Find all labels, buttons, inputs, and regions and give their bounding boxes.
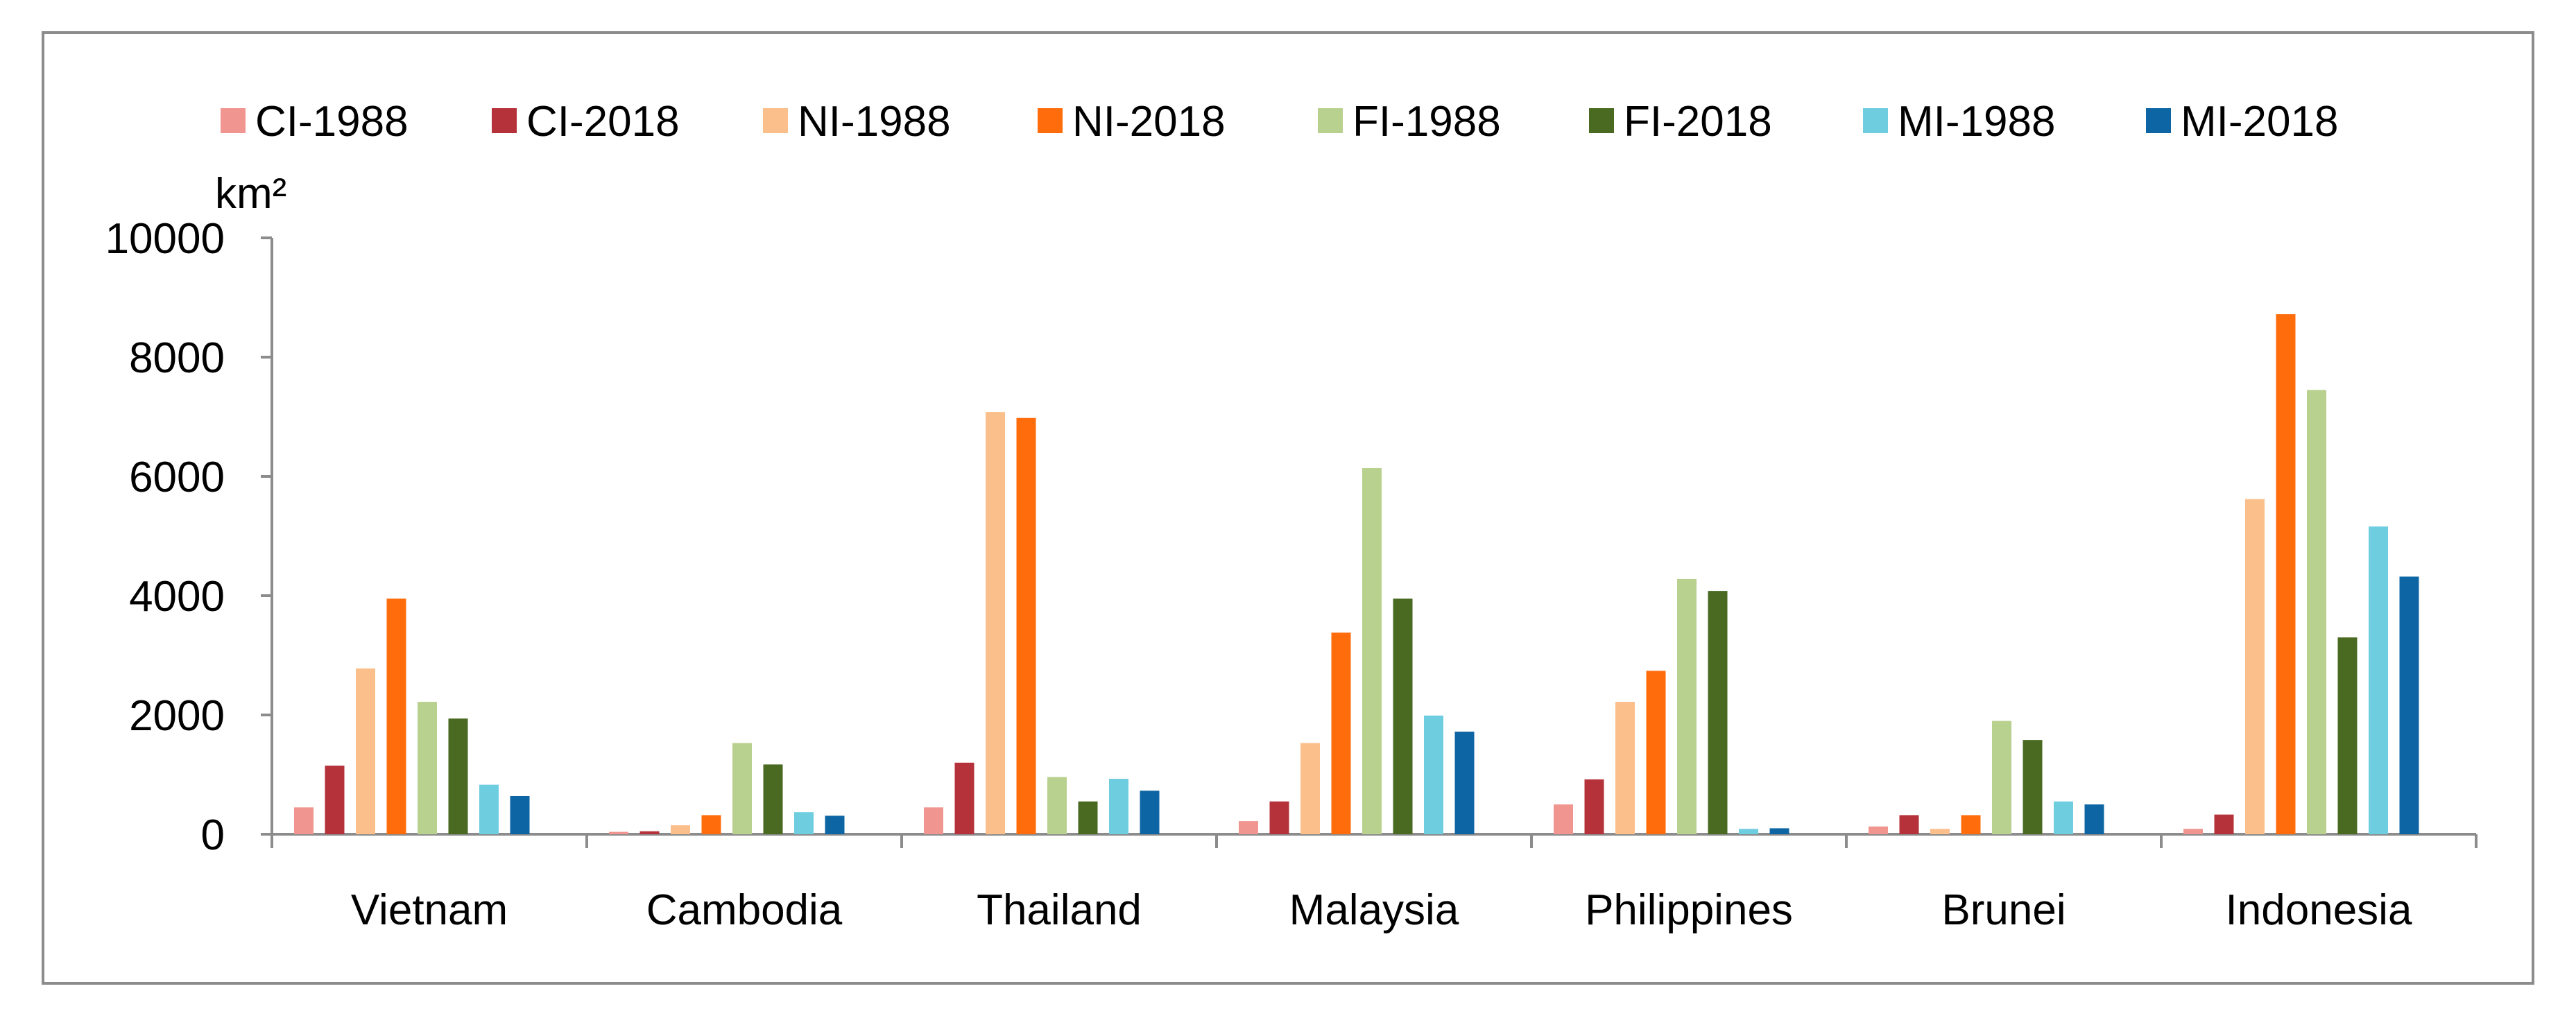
bar xyxy=(1424,715,1443,834)
bar xyxy=(418,702,437,834)
y-tick-label: 2000 xyxy=(129,692,225,740)
y-tick-label: 10000 xyxy=(105,215,225,263)
bar xyxy=(1930,829,1950,834)
bar xyxy=(1769,828,1789,834)
bar xyxy=(2023,740,2043,834)
bar xyxy=(1584,779,1604,834)
bar xyxy=(1554,804,1573,834)
legend-label: NI-1988 xyxy=(798,98,951,146)
bar xyxy=(1677,578,1697,834)
legend-label: MI-1988 xyxy=(1898,98,2055,146)
bar xyxy=(1646,671,1666,834)
legend: CI-1988 CI-2018 NI-1988 NI-2018 FI-1988 FI-20… xyxy=(221,98,2338,146)
bar xyxy=(1109,779,1128,834)
category-label: Brunei xyxy=(1941,886,2066,934)
bars xyxy=(294,314,2419,835)
legend-swatch xyxy=(2146,108,2171,133)
bar xyxy=(1362,467,1382,834)
bar xyxy=(2084,804,2104,834)
bar xyxy=(2183,829,2203,834)
bar xyxy=(386,598,406,834)
bar xyxy=(2214,814,2234,834)
y-tick-label: 6000 xyxy=(129,454,225,501)
bar xyxy=(2276,314,2296,835)
bar xyxy=(671,825,690,834)
y-axis: 0 2000 4000 6000 8000 10000 xyxy=(105,215,273,859)
category-label: Vietnam xyxy=(351,886,508,934)
legend-label: MI-2018 xyxy=(2181,98,2338,146)
bar xyxy=(479,784,499,834)
bar xyxy=(701,815,721,834)
bar xyxy=(2399,576,2419,834)
bar xyxy=(732,743,752,834)
category-label: Thailand xyxy=(977,886,1142,934)
category-label: Indonesia xyxy=(2226,886,2412,934)
bar xyxy=(2337,637,2358,834)
bar xyxy=(825,816,845,834)
bar xyxy=(1454,732,1475,834)
bar xyxy=(1239,821,1258,834)
bar xyxy=(1016,417,1036,834)
category-label: Cambodia xyxy=(646,886,843,934)
y-axis-label: km² xyxy=(215,170,286,218)
y-tick-label: 4000 xyxy=(129,573,225,621)
category-label: Philippines xyxy=(1585,886,1793,934)
bar xyxy=(2245,499,2265,834)
bar xyxy=(1708,591,1728,834)
legend-swatch xyxy=(1589,108,1614,133)
bar xyxy=(2369,526,2388,834)
bar xyxy=(639,831,660,834)
legend-label: CI-1988 xyxy=(255,98,409,146)
bar xyxy=(1300,743,1320,834)
y-tick-label: 8000 xyxy=(129,334,225,382)
legend-label: NI-2018 xyxy=(1072,98,1226,146)
bar xyxy=(794,812,814,834)
bar xyxy=(609,831,628,834)
bar xyxy=(2054,801,2073,834)
y-tick-label: 0 xyxy=(201,811,225,859)
bar xyxy=(356,668,375,834)
bar xyxy=(1899,815,1919,834)
category-label: Malaysia xyxy=(1289,886,1459,934)
bar xyxy=(1047,777,1067,834)
bar xyxy=(924,807,943,834)
legend-swatch xyxy=(1863,108,1888,133)
bar xyxy=(510,795,530,834)
bar xyxy=(1078,801,1098,834)
bar xyxy=(1269,801,1289,834)
legend-label: CI-2018 xyxy=(526,98,680,146)
legend-label: FI-2018 xyxy=(1624,98,1772,146)
legend-swatch xyxy=(763,108,788,133)
bar xyxy=(1869,826,1888,834)
bar xyxy=(954,762,974,834)
legend-label: FI-1988 xyxy=(1353,98,1501,146)
legend-swatch xyxy=(1318,108,1343,133)
legend-swatch xyxy=(221,108,246,133)
bar xyxy=(1961,815,1981,834)
x-axis: Vietnam Cambodia Thailand Malaysia Philippin… xyxy=(271,833,2478,934)
bar xyxy=(1331,632,1351,834)
bar xyxy=(1393,598,1413,834)
legend-swatch xyxy=(1038,108,1063,133)
bar xyxy=(2307,390,2326,834)
bar xyxy=(1140,791,1160,834)
bar xyxy=(325,766,345,834)
legend-swatch xyxy=(492,108,517,133)
bar xyxy=(763,764,783,834)
bar xyxy=(448,718,468,834)
bar xyxy=(1739,829,1758,834)
bar xyxy=(294,807,314,834)
bar xyxy=(1615,702,1635,834)
bar xyxy=(986,412,1005,834)
bar xyxy=(1992,721,2011,834)
